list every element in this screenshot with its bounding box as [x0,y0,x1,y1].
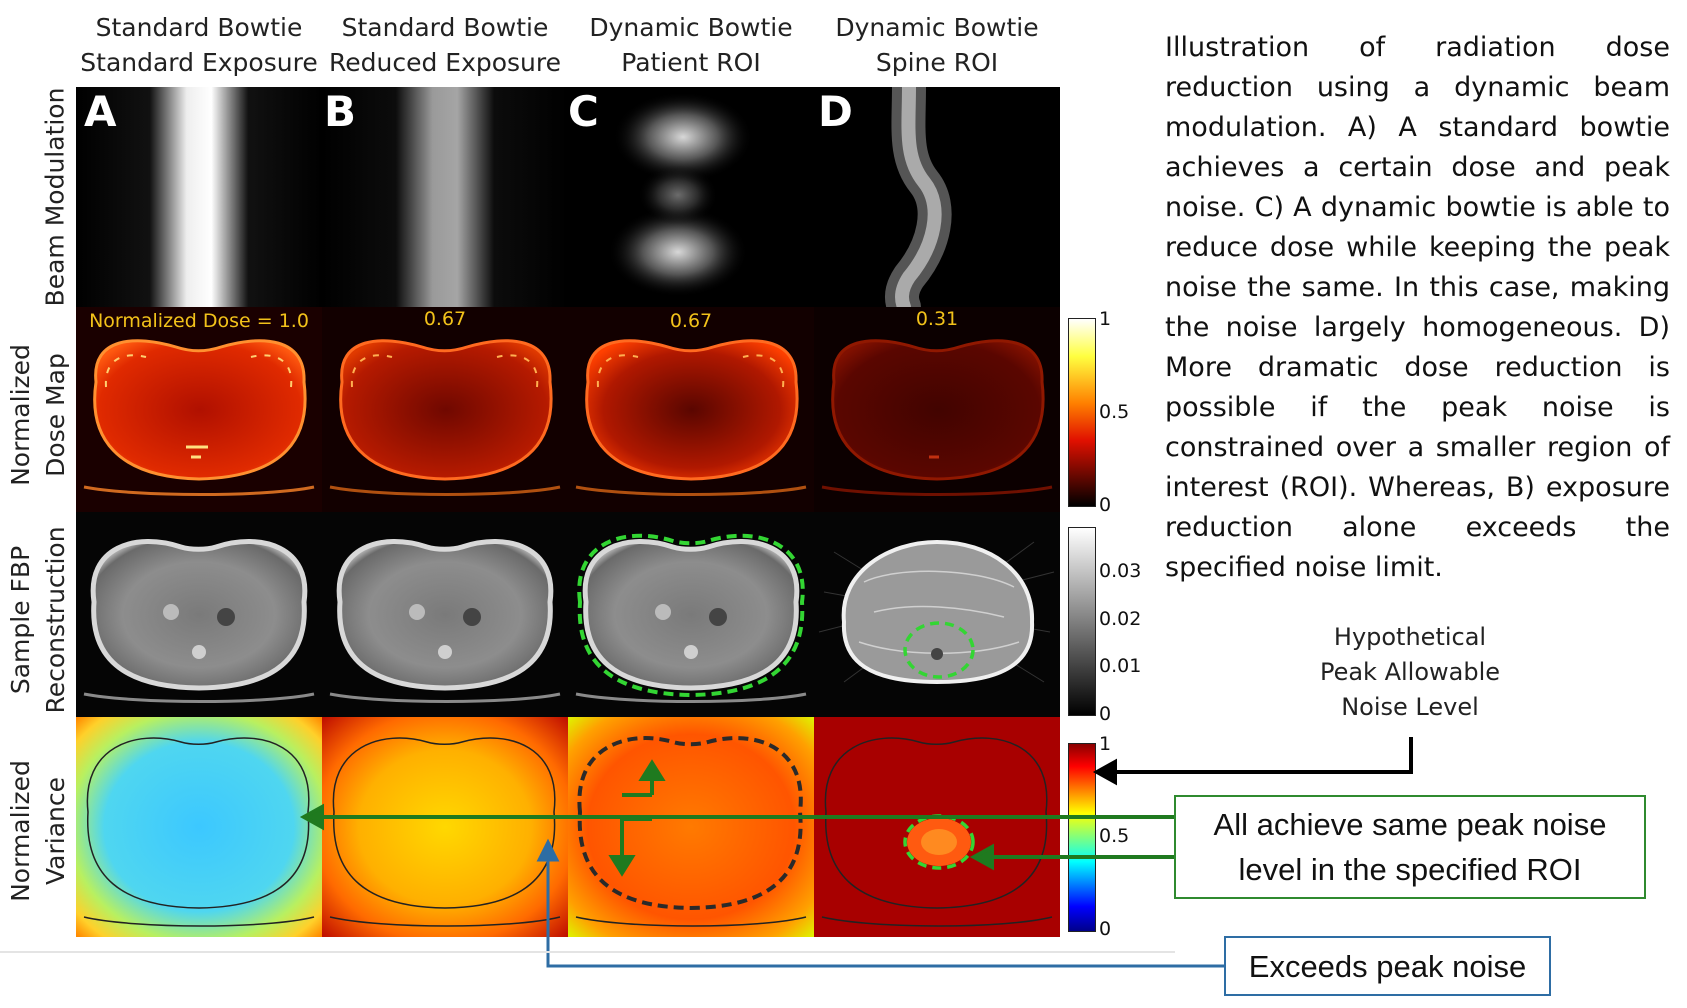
panel-letter-a: A [84,87,117,136]
dose-panel-b [322,307,568,512]
dose-panel-a [76,307,322,512]
fbp-panel-d [814,512,1060,717]
column-header-a: Standard Bowtie Standard Exposure [76,10,322,80]
panel-letter-b: B [324,87,357,136]
column-header-line2: Standard Exposure [80,48,318,77]
dose-label-d: 0.31 [915,308,959,330]
fbp-colorbar [1068,527,1096,716]
variance-panel-b [322,717,568,937]
row-label-beam-modulation: Beam Modulation [38,88,73,307]
hypothetical-line1: Hypothetical [1333,623,1487,651]
beam-panel-d [814,87,1060,307]
dose-label-b: 0.67 [423,308,467,330]
beam-panel-c [568,87,814,307]
variance-tick-0: 0 [1099,918,1112,940]
row-label-line1: Normalized [6,344,35,486]
exceeds-peak-noise-callout: Exceeds peak noise [1224,936,1551,996]
panel-letter-d: D [818,87,853,136]
fbp-panel-b [322,512,568,717]
dose-label-a: Normalized Dose = 1.0 [89,310,309,332]
row-label-dose-map: Normalized Dose Map [3,344,73,486]
column-header-line2: Reduced Exposure [328,48,562,77]
row-label-line1: Normalized [6,760,35,902]
panel-c-arrows [608,759,666,877]
beam-panel-b [322,87,568,307]
beam-panel-a [76,87,322,307]
variance-panel-a [76,717,322,937]
fbp-panel-c [568,512,814,717]
fbp-tick-002: 0.02 [1099,608,1142,630]
same-peak-noise-callout: All achieve same peak noise level in the… [1174,795,1646,899]
column-header-b: Standard Bowtie Reduced Exposure [322,10,568,80]
hypothetical-line2: Peak Allowable [1319,658,1501,686]
roi-outline-spine [903,621,975,679]
column-header-d: Dynamic Bowtie Spine ROI [814,10,1060,80]
divider [0,951,1175,953]
callout-line2: level in the specified ROI [1238,852,1582,887]
column-header-line1: Standard Bowtie [341,13,549,42]
row-label-line2: Reconstruction [41,526,70,714]
fbp-panel-a [76,512,322,717]
black-arrow [1092,737,1413,786]
dose-tick-05: 0.5 [1099,401,1130,423]
panel-letter-c: C [568,87,599,136]
callout-line1: All achieve same peak noise [1213,807,1607,842]
fbp-tick-0: 0 [1099,703,1112,725]
column-header-line1: Dynamic Bowtie [589,13,793,42]
row-label-line1: Beam Modulation [40,87,70,307]
row-label-line2: Dose Map [41,353,70,477]
fbp-tick-003: 0.03 [1099,560,1142,582]
column-header-c: Dynamic Bowtie Patient ROI [568,10,814,80]
row-label-variance: Normalized Variance [3,760,73,902]
row-label-fbp: Sample FBP Reconstruction [3,526,73,713]
variance-tick-05: 0.5 [1099,825,1130,847]
column-header-line2: Patient ROI [621,48,761,77]
dose-label-c: 0.67 [669,310,713,332]
hypothetical-noise-label: Hypothetical Peak Allowable Noise Level [1290,620,1530,725]
column-header-line1: Dynamic Bowtie [835,13,1039,42]
variance-colorbar [1068,743,1096,932]
column-header-line2: Spine ROI [875,48,999,77]
fbp-tick-001: 0.01 [1099,655,1142,677]
figure-grid: A B C D Normalized Dose = 1.0 0.67 0.67 … [76,87,1060,937]
row-label-line2: Variance [41,777,70,885]
row-label-line1: Sample FBP [6,545,35,695]
dose-panel-c [568,307,814,512]
roi-outline-patient [577,533,805,698]
dose-panel-d [814,307,1060,512]
dose-colorbar [1068,318,1096,507]
column-header-line1: Standard Bowtie [95,13,303,42]
figure-caption: Illustration of radiation dose reduction… [1165,32,1670,583]
dose-tick-0: 0 [1099,494,1112,516]
hypothetical-line3: Noise Level [1341,693,1479,721]
variance-tick-1: 1 [1099,733,1112,755]
dose-tick-1: 1 [1099,308,1112,330]
